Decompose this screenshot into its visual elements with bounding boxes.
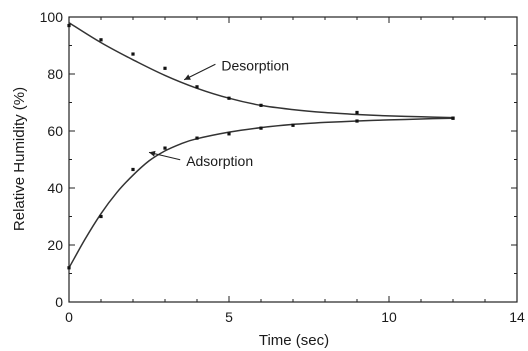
series-1-point <box>259 126 263 130</box>
x-axis-label: Time (sec) <box>259 332 329 349</box>
x-tick-label: 0 <box>65 309 73 325</box>
y-tick-label: 80 <box>47 66 63 82</box>
annotation-arrowhead <box>149 150 156 157</box>
series-1-point <box>163 146 167 150</box>
series-1-point <box>355 119 359 123</box>
annotation-label: Desorption <box>221 57 289 73</box>
series-1-point <box>67 266 71 270</box>
y-tick-label: 40 <box>47 180 63 196</box>
y-tick-label: 60 <box>47 123 63 139</box>
series-1-point <box>195 136 199 140</box>
series-1-curve <box>68 117 454 269</box>
x-tick-label: 10 <box>381 309 397 325</box>
y-tick-label: 100 <box>40 9 64 25</box>
series-0-point <box>131 52 135 56</box>
series-1-point <box>131 167 135 172</box>
x-tick-label: 5 <box>225 309 233 325</box>
y-tick-label: 0 <box>55 294 63 310</box>
series-0-point <box>67 23 71 28</box>
y-tick-label: 20 <box>47 237 63 253</box>
series-0-point <box>195 85 199 89</box>
annotation-arrowhead <box>184 74 191 80</box>
series-0-point <box>355 110 359 115</box>
x-tick-label: 14 <box>509 309 525 325</box>
axis-ticks: 0 20 40 60 80 100 0 5 10 14 <box>40 9 525 325</box>
series-1-point <box>99 214 103 219</box>
plot-frame <box>68 16 518 303</box>
annotations: Desorption Adsorption <box>148 57 289 169</box>
series-0-point <box>99 38 103 42</box>
annotation-label: Adsorption <box>186 153 253 169</box>
series-1-point <box>227 132 231 136</box>
plot-area-frame <box>68 16 518 303</box>
series-1-point <box>291 123 295 127</box>
series-0-point <box>227 96 231 100</box>
y-axis-label: Relative Humidity (%) <box>11 87 28 231</box>
series-0-point <box>163 66 167 70</box>
series-0-point <box>259 103 263 107</box>
series-1-point <box>451 116 455 120</box>
data-points <box>67 23 455 270</box>
